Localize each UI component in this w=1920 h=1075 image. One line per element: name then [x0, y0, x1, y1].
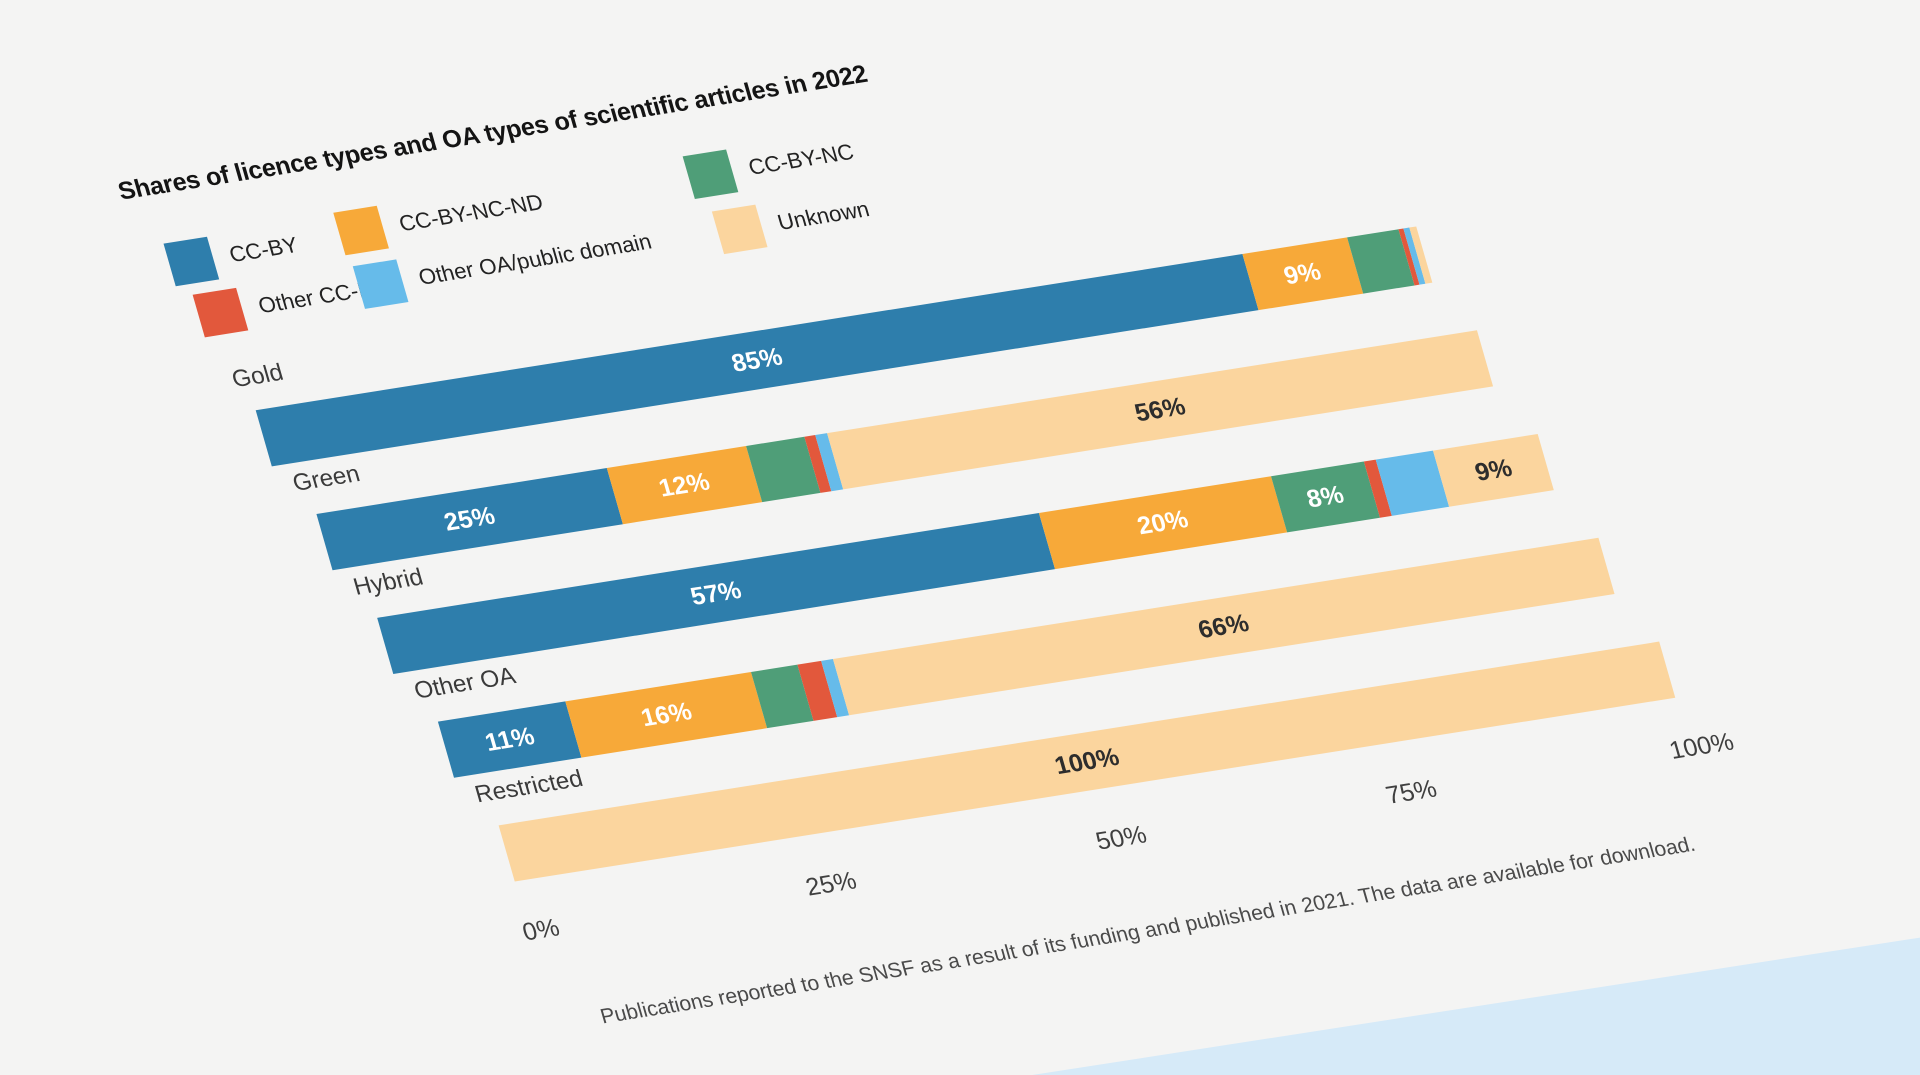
legend-swatch — [163, 236, 220, 287]
bar-segment-value: 9% — [1471, 453, 1516, 487]
category-label: Gold — [228, 359, 287, 394]
x-axis-tick-label: 25% — [802, 866, 860, 902]
bar-segment: 8% — [1270, 461, 1380, 533]
bar-segment: 16% — [565, 671, 768, 758]
bar-segment-value: 66% — [1194, 608, 1252, 644]
x-axis-tick-label: 50% — [1092, 820, 1150, 856]
bar-segment: 12% — [606, 446, 762, 525]
bar-segment-value: 100% — [1051, 742, 1123, 780]
legend-label: CC-BY-NC-ND — [396, 189, 546, 237]
bar-segment: 11% — [437, 701, 582, 778]
bar-segment-value: 8% — [1303, 480, 1347, 513]
bar-segment: 9% — [1242, 237, 1363, 311]
bar-segment-value: 85% — [728, 342, 786, 378]
bar-segment-value: 9% — [1280, 256, 1325, 290]
bar-segment: 9% — [1433, 434, 1554, 507]
legend-label: CC-BY-NC — [745, 139, 857, 180]
category-label: Other OA — [411, 662, 519, 705]
x-axis-tick-label: 100% — [1666, 727, 1738, 765]
category-label: Hybrid — [350, 563, 427, 601]
bar-segment-value: 11% — [481, 721, 538, 757]
legend-swatch — [192, 287, 249, 338]
bar-segment-value: 57% — [687, 575, 745, 611]
category-label: Green — [289, 460, 363, 497]
bar-segment-value: 16% — [637, 696, 695, 732]
legend-label: CC-BY — [226, 232, 301, 268]
bar-segment-value: 20% — [1134, 504, 1192, 540]
legend-swatch — [333, 205, 389, 256]
legend-item: Unknown — [711, 188, 875, 255]
x-axis-tick-label: 75% — [1382, 774, 1441, 810]
x-axis-tick-label: 0% — [519, 913, 563, 947]
bar-segment-value: 25% — [440, 501, 499, 537]
legend-item: CC-BY-NC — [682, 130, 860, 199]
legend-label: Unknown — [774, 196, 873, 235]
bar-segment-value: 56% — [1131, 391, 1189, 427]
chart-sheet: Shares of licence types and OA types of … — [105, 0, 1920, 1075]
legend-item: CC-BY — [163, 223, 304, 287]
legend-swatch — [682, 149, 739, 199]
bar-segment-value: 12% — [655, 467, 713, 503]
bar-segment: 20% — [1038, 476, 1287, 570]
legend-swatch — [711, 204, 768, 255]
bar-segment: 25% — [316, 468, 623, 571]
